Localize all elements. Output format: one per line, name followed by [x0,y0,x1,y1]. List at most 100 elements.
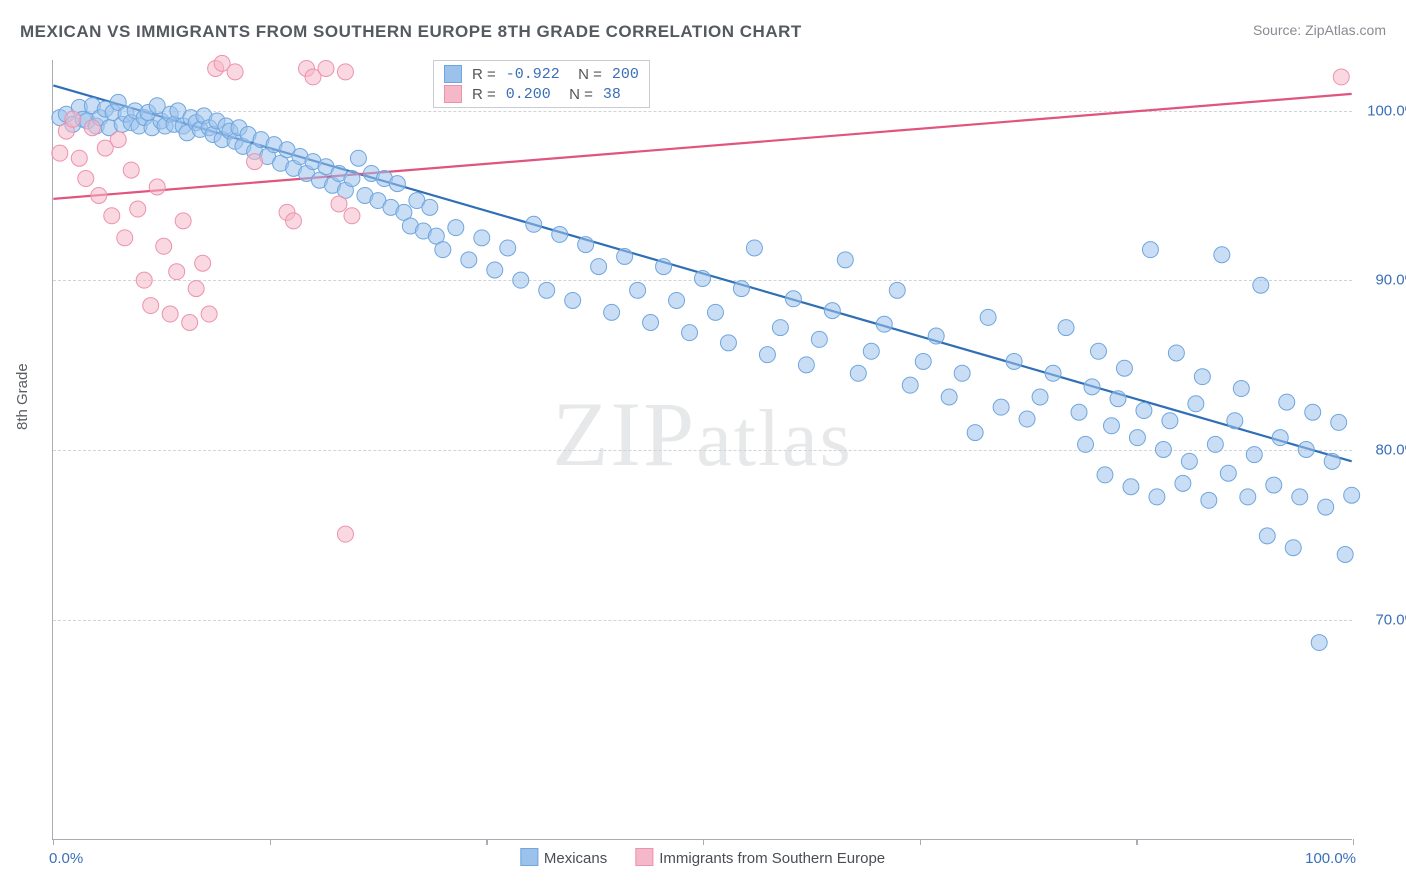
data-point [1045,365,1061,381]
stats-legend-box: R =-0.922 N =200R = 0.200 N = 38 [433,60,650,108]
data-point [1129,430,1145,446]
stats-r-value: 0.200 [506,86,551,103]
data-point [785,291,801,307]
data-point [539,282,555,298]
data-point [695,270,711,286]
data-point [344,171,360,187]
data-point [915,353,931,369]
data-point [448,220,464,236]
data-point [136,272,152,288]
x-axis-min-label: 0.0% [49,850,83,867]
source-link[interactable]: ZipAtlas.com [1305,22,1386,38]
data-point [798,357,814,373]
data-point [1344,487,1360,503]
legend-item: Immigrants from Southern Europe [635,848,885,867]
data-point [286,213,302,229]
legend-item: Mexicans [520,848,607,867]
data-point [435,242,451,258]
data-point [104,208,120,224]
data-point [195,255,211,271]
data-point [707,304,723,320]
data-point [1201,492,1217,508]
data-point [928,328,944,344]
data-point [78,171,94,187]
data-point [513,272,529,288]
data-point [1311,635,1327,651]
data-point [182,314,198,330]
data-point [1246,447,1262,463]
data-point [461,252,477,268]
data-point [110,132,126,148]
data-point [552,226,568,242]
scatter-points-layer [53,60,1352,839]
data-point [954,365,970,381]
data-point [1078,436,1094,452]
data-point [669,292,685,308]
data-point [837,252,853,268]
data-point [1259,528,1275,544]
data-point [1214,247,1230,263]
legend-label: Immigrants from Southern Europe [659,850,885,867]
data-point [65,111,81,127]
data-point [1123,479,1139,495]
data-point [1110,391,1126,407]
data-point [1168,345,1184,361]
legend-label: Mexicans [544,850,607,867]
data-point [500,240,516,256]
data-point [1279,394,1295,410]
data-point [1071,404,1087,420]
data-point [993,399,1009,415]
stats-r-label: R = [472,86,496,103]
data-point [1318,499,1334,515]
data-point [1019,411,1035,427]
data-point [643,314,659,330]
data-point [1266,477,1282,493]
data-point [337,526,353,542]
data-point [565,292,581,308]
data-point [143,298,159,314]
legend-swatch [444,65,462,83]
data-point [337,64,353,80]
data-point [84,120,100,136]
data-point [130,201,146,217]
data-point [91,187,107,203]
data-point [1181,453,1197,469]
data-point [1194,369,1210,385]
data-point [1136,403,1152,419]
source-prefix: Source: [1253,22,1305,38]
data-point [247,154,263,170]
data-point [1240,489,1256,505]
data-point [123,162,139,178]
data-point [156,238,172,254]
data-point [1188,396,1204,412]
data-point [169,264,185,280]
data-point [1162,413,1178,429]
x-tick-mark [53,839,54,845]
data-point [902,377,918,393]
data-point [850,365,866,381]
data-point [1333,69,1349,85]
data-point [227,64,243,80]
data-point [733,281,749,297]
data-point [1058,320,1074,336]
data-point [876,316,892,332]
data-point [941,389,957,405]
data-point [1097,467,1113,483]
data-point [175,213,191,229]
plot-area: ZIPatlas R =-0.922 N =200R = 0.200 N = 3… [52,60,1352,840]
x-tick-mark [1136,839,1137,845]
x-tick-mark [920,839,921,845]
source-attribution: Source: ZipAtlas.com [1253,22,1386,38]
data-point [1207,436,1223,452]
data-point [1305,404,1321,420]
data-point [331,196,347,212]
data-point [526,216,542,232]
data-point [617,248,633,264]
data-point [863,343,879,359]
data-point [389,176,405,192]
stats-n-label: N = [570,66,602,83]
data-point [1285,540,1301,556]
stats-r-value: -0.922 [506,66,560,83]
data-point [1116,360,1132,376]
data-point [1220,465,1236,481]
